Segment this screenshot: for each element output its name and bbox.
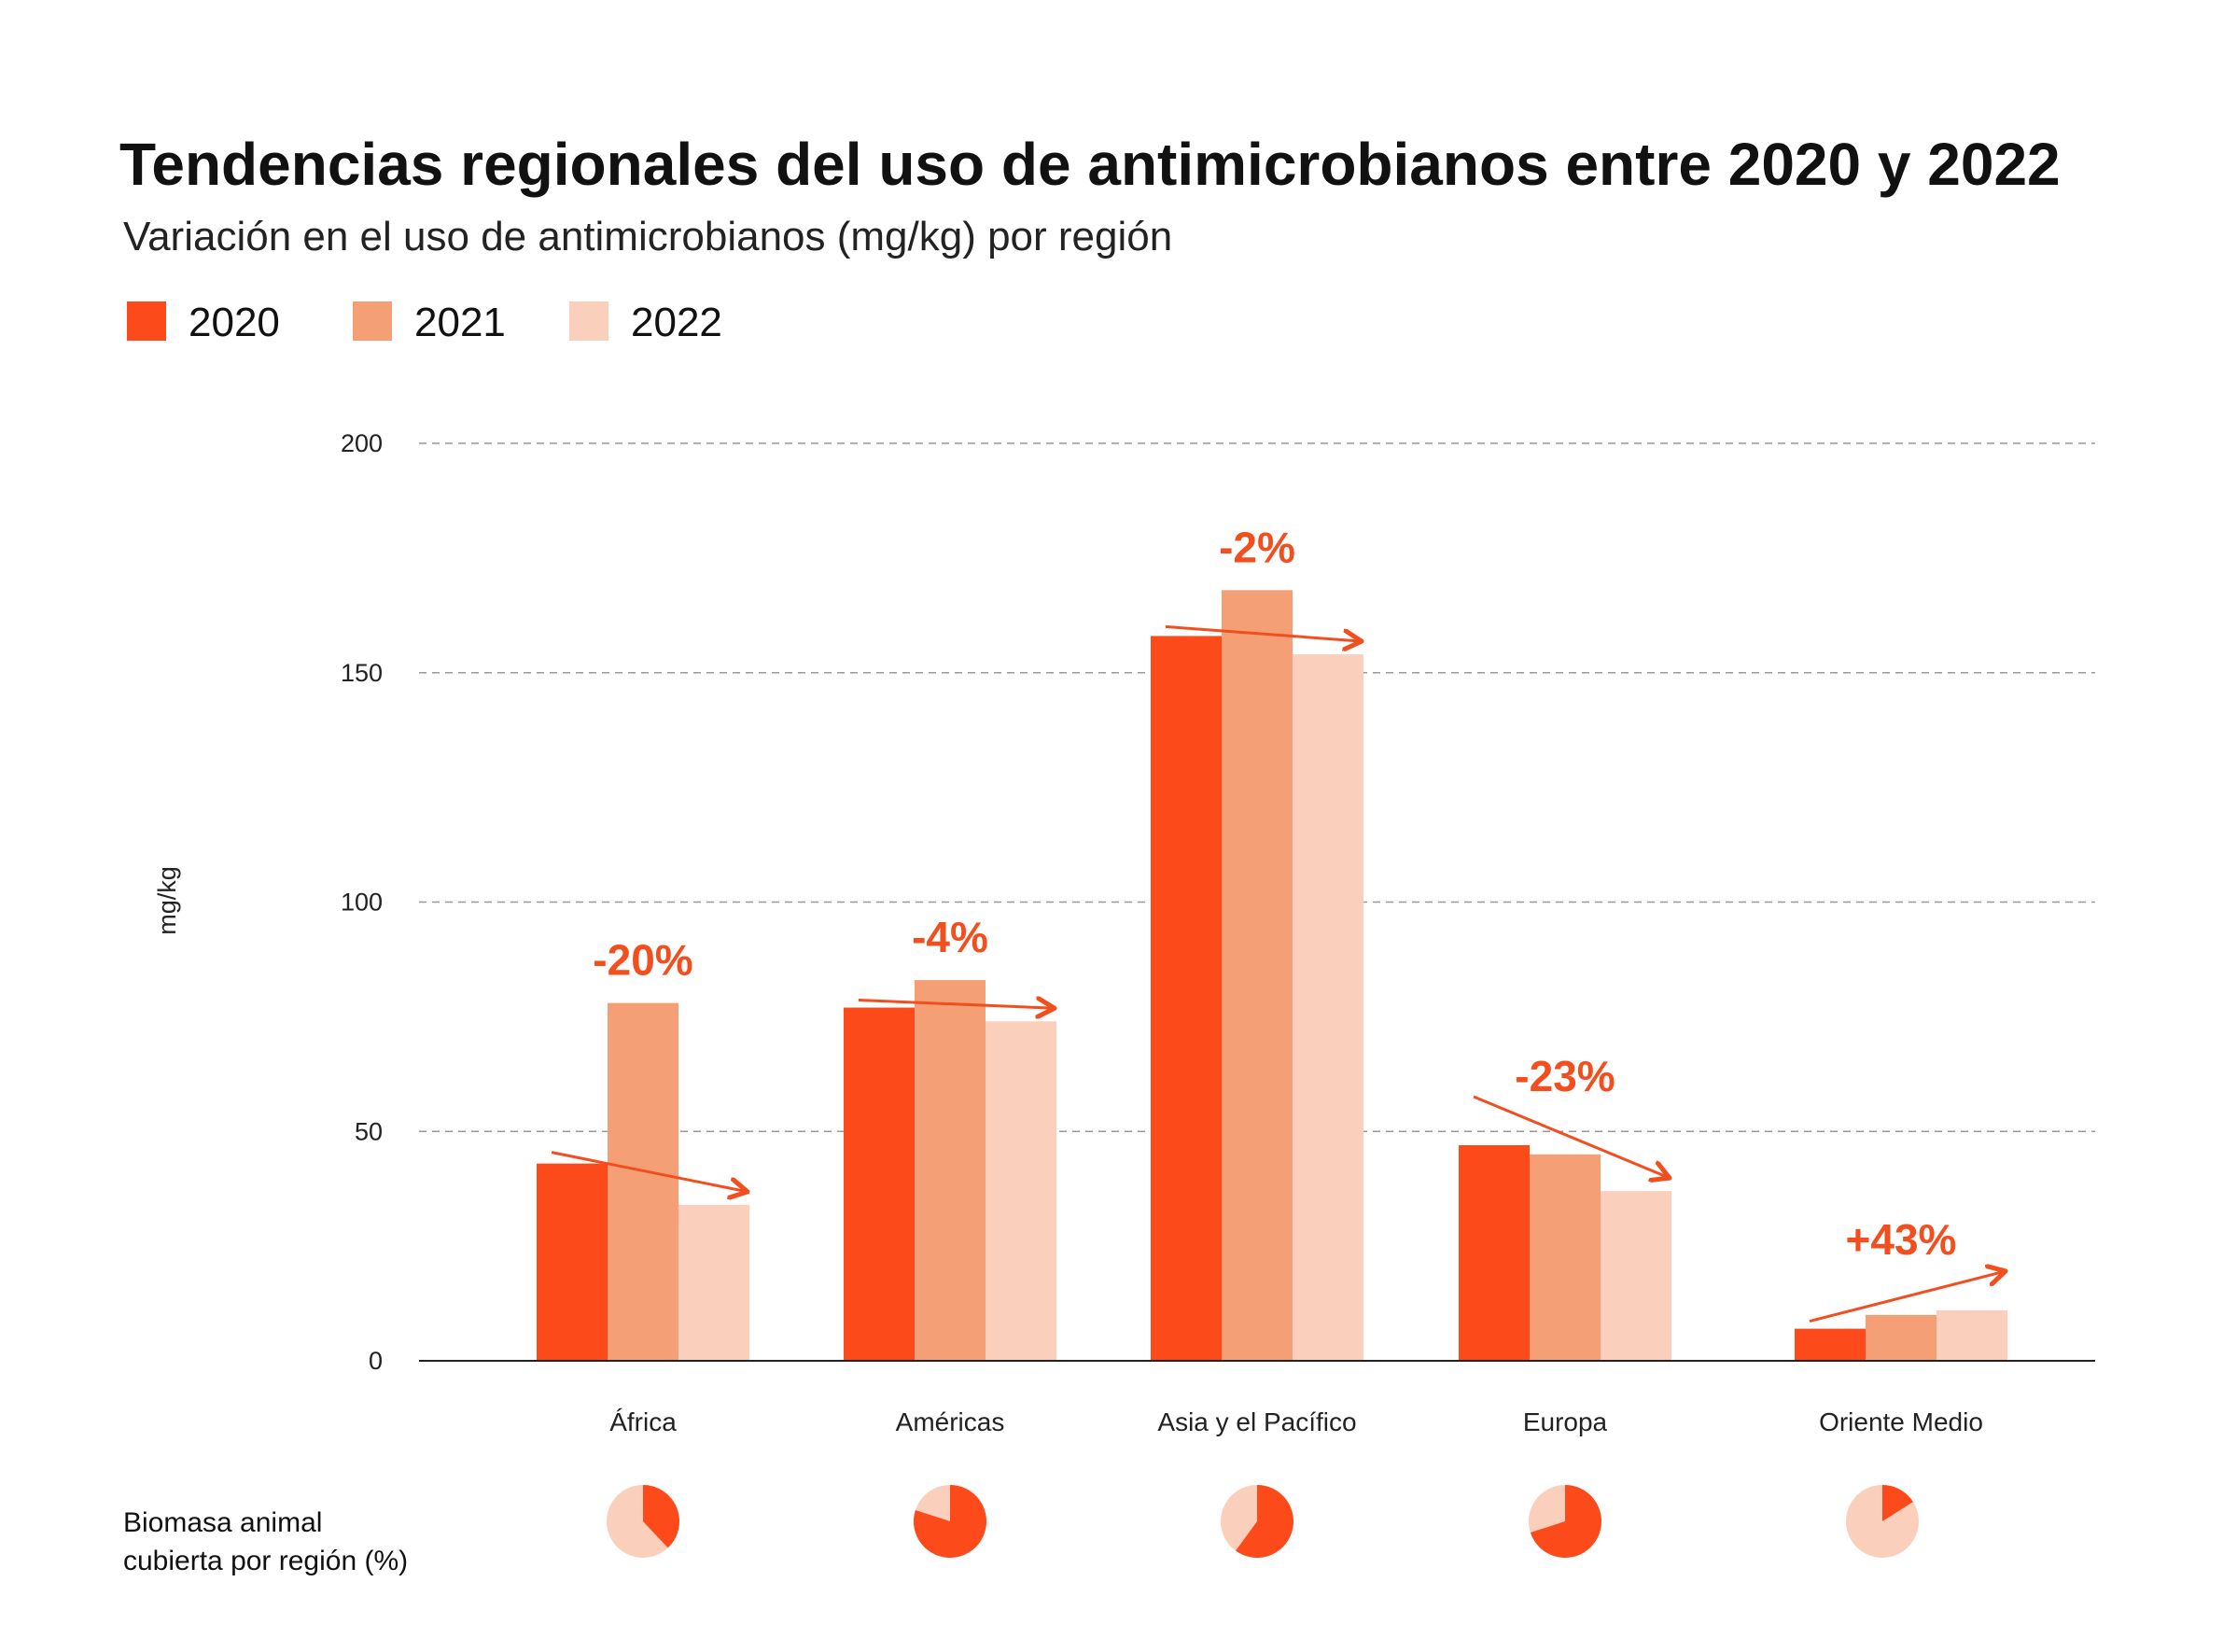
bar-2022-2	[1293, 654, 1363, 1361]
trend-arrow-2	[1165, 624, 1362, 641]
bar-2022-3	[1601, 1191, 1671, 1361]
bar-2021-0	[608, 1002, 678, 1361]
legend-swatch-2021	[353, 301, 392, 341]
bar-2021-1	[915, 980, 986, 1361]
bar-2021-2	[1222, 590, 1293, 1361]
bar-2022-0	[678, 1204, 749, 1361]
category-label-0: África	[609, 1407, 677, 1436]
y-tick-label: 0	[369, 1347, 383, 1375]
biomass-pie-2	[1221, 1485, 1293, 1558]
bar-2020-1	[844, 1007, 915, 1361]
trend-arrow-3	[1473, 1095, 1670, 1178]
chart-title: Tendencias regionales del uso de antimic…	[119, 131, 2061, 198]
pie-slice	[913, 1485, 986, 1559]
bars	[537, 590, 2007, 1361]
biomass-label-line1: Biomasa animal	[123, 1507, 322, 1538]
y-tick-label: 50	[355, 1117, 383, 1145]
category-labels: África Américas Asia y el Pacífico Europa Or…	[609, 1407, 1983, 1436]
legend-label-2022: 2022	[631, 300, 722, 345]
change-label-2: -2%	[1219, 523, 1295, 571]
change-label-4: +43%	[1846, 1215, 1957, 1264]
biomass-pie-1	[913, 1485, 986, 1559]
category-label-2: Asia y el Pacífico	[1157, 1407, 1356, 1436]
biomass-pies	[607, 1485, 1919, 1559]
category-label-3: Europa	[1523, 1407, 1608, 1436]
bar-2021-3	[1530, 1154, 1601, 1361]
legend-label-2020: 2020	[189, 300, 280, 345]
y-tick-label: 100	[341, 889, 383, 917]
bar-2021-4	[1866, 1314, 1936, 1361]
y-tick-label: 200	[341, 429, 383, 457]
legend: 2020 2021 2022	[127, 300, 722, 345]
y-tick-label: 150	[341, 659, 383, 687]
y-axis-label: mg/kg	[153, 866, 181, 935]
trend-arrows	[551, 624, 2006, 1323]
bar-2022-1	[986, 1021, 1056, 1361]
biomass-pie-4	[1846, 1485, 1919, 1558]
pie-slice	[643, 1485, 680, 1548]
biomass-pie-0	[607, 1485, 680, 1558]
category-label-4: Oriente Medio	[1819, 1407, 1983, 1436]
pie-slice	[1882, 1485, 1913, 1521]
change-labels: -20% -4% -2% -23% +43%	[593, 523, 1956, 1264]
pie-slice	[1530, 1485, 1602, 1558]
trend-arrow-0	[551, 1151, 748, 1192]
category-label-1: Américas	[896, 1407, 1005, 1436]
biomass-pie-3	[1529, 1485, 1602, 1558]
bar-2020-4	[1795, 1328, 1866, 1361]
trend-arrow-1	[858, 1001, 1055, 1009]
change-label-3: -23%	[1515, 1052, 1615, 1100]
chart-subtitle: Variación en el uso de antimicrobianos (…	[123, 214, 1172, 259]
change-label-1: -4%	[912, 913, 988, 961]
y-axis-ticks: 0 50 100 150 200	[341, 429, 383, 1375]
biomass-label-line2: cubierta por región (%)	[123, 1546, 408, 1576]
pie-slice	[1236, 1485, 1293, 1558]
trend-arrow-4	[1809, 1271, 2006, 1323]
bar-2020-0	[537, 1163, 608, 1361]
change-label-0: -20%	[593, 936, 692, 985]
legend-swatch-2022	[569, 301, 608, 341]
legend-swatch-2020	[127, 301, 166, 341]
bar-2020-3	[1459, 1144, 1530, 1361]
bar-2020-2	[1151, 636, 1222, 1361]
bar-2022-4	[1936, 1309, 2007, 1361]
legend-label-2021: 2021	[414, 300, 506, 345]
